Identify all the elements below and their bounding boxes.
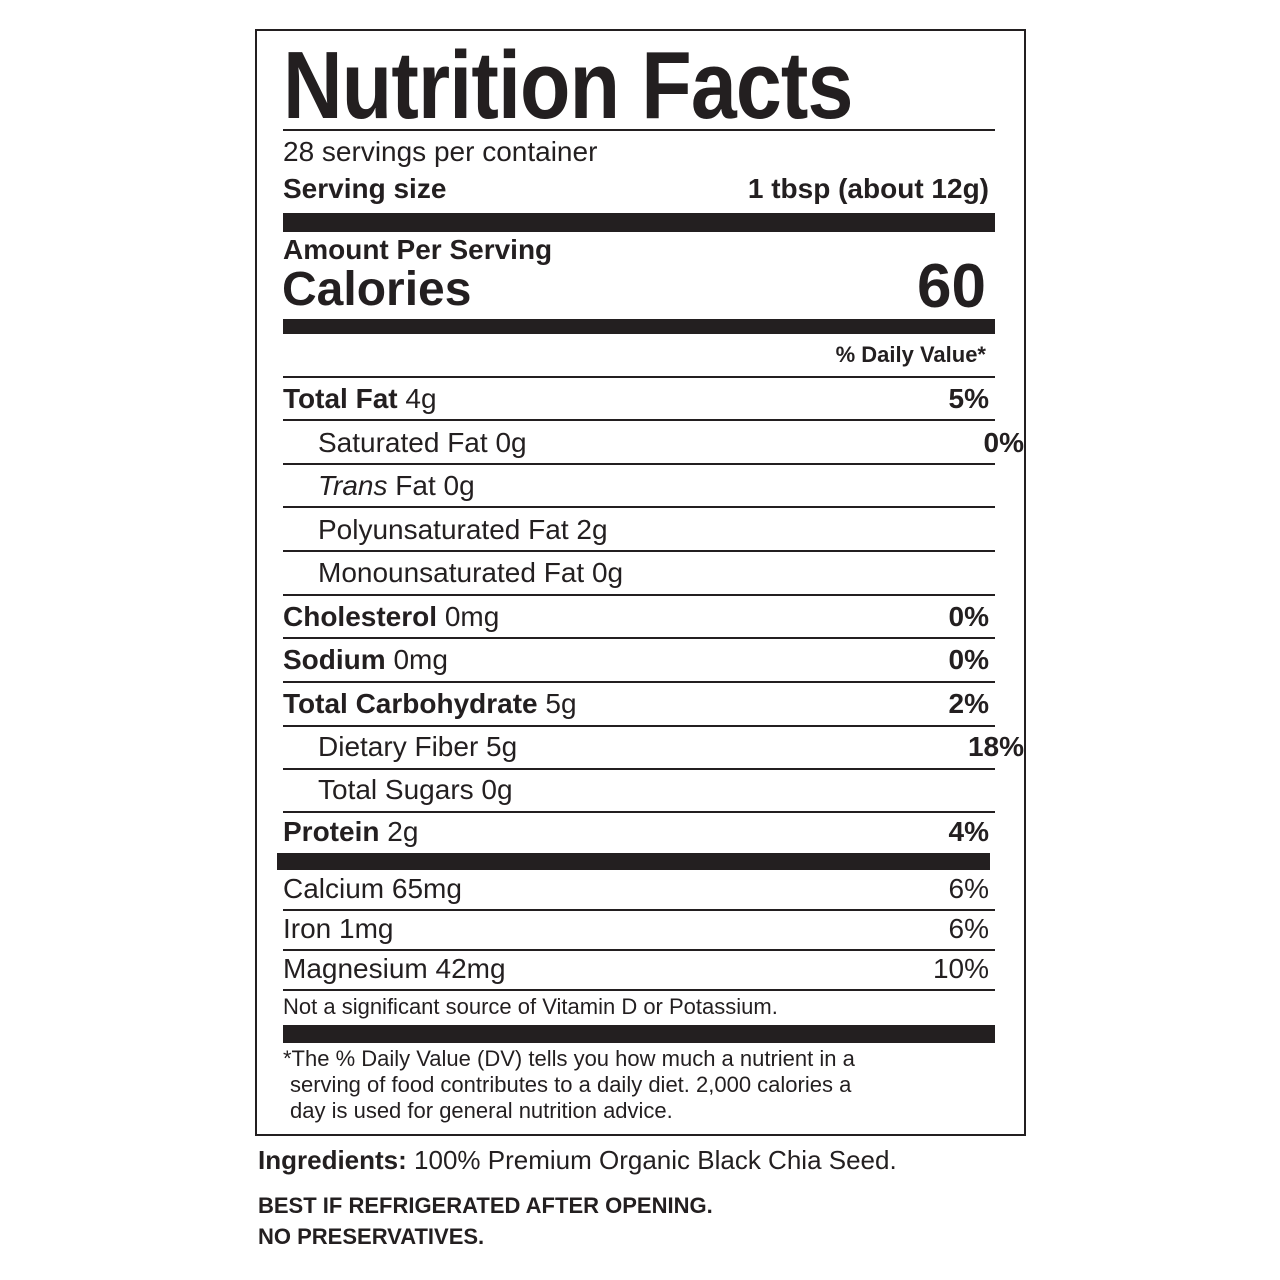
nutrient-row-trans-fat: Trans Fat 0g xyxy=(283,469,1024,503)
serving-size-label: Serving size xyxy=(283,173,447,204)
nutrient-dv: 18% xyxy=(967,731,1024,762)
divider xyxy=(283,506,995,508)
mineral-row-calcium: Calcium 65mg 6% xyxy=(283,872,989,906)
calories-label: Calories xyxy=(282,263,472,316)
divider xyxy=(283,768,995,770)
divider xyxy=(283,681,995,683)
ingredients-label: Ingredients: xyxy=(258,1145,407,1175)
nutrient-amount: 0g xyxy=(443,470,475,501)
nutrient-amount: 0mg xyxy=(444,601,500,632)
nutrient-name: Total Carbohydrate xyxy=(283,688,538,719)
nutrition-label-box xyxy=(255,29,1026,1136)
preservatives-note: NO PRESERVATIVES. xyxy=(258,1224,485,1249)
nutrient-row-total-sugars: Total Sugars 0g xyxy=(283,773,1024,807)
nutrient-name-italic: Trans xyxy=(318,470,388,501)
mineral-dv: 6% xyxy=(948,913,989,944)
nutrient-name: Total Sugars xyxy=(318,774,474,805)
nutrient-name: Dietary Fiber xyxy=(318,731,479,762)
nutrient-name: Monounsaturated Fat xyxy=(318,557,585,588)
thick-divider xyxy=(277,853,990,870)
divider xyxy=(283,989,995,991)
nutrient-name: Cholesterol xyxy=(283,601,438,632)
mineral-dv: 10% xyxy=(932,953,989,984)
thick-divider xyxy=(283,319,995,334)
mineral-row-iron: Iron 1mg 6% xyxy=(283,912,989,946)
nutrient-name: Total Fat xyxy=(283,383,398,414)
divider xyxy=(283,909,995,911)
amount-per-serving: Amount Per Serving xyxy=(283,234,553,265)
nutrient-amount: 0g xyxy=(591,557,624,588)
ingredients: Ingredients: 100% Premium Organic Black … xyxy=(258,1144,897,1176)
nutrient-dv: 0% xyxy=(948,644,989,675)
storage-note: BEST IF REFRIGERATED AFTER OPENING. xyxy=(258,1193,713,1218)
calories-value: 60 xyxy=(917,252,986,321)
nutrient-name: Protein xyxy=(283,816,380,847)
nutrient-row-cholesterol: Cholesterol 0mg 0% xyxy=(283,600,989,634)
nutrient-amount: 2g xyxy=(576,514,608,545)
nutrient-row-sodium: Sodium 0mg 0% xyxy=(283,643,989,677)
nutrient-dv: 5% xyxy=(948,383,989,414)
nutrient-row-total-carbohydrate: Total Carbohydrate 5g 2% xyxy=(283,687,989,721)
divider xyxy=(283,550,995,552)
mineral-name: Calcium 65mg xyxy=(283,873,462,904)
not-significant-note: Not a significant source of Vitamin D or… xyxy=(283,994,778,1019)
serving-size-value: 1 tbsp (about 12g) xyxy=(747,173,989,204)
footnote-line-3: day is used for general nutrition advice… xyxy=(290,1098,673,1123)
nutrient-amount: 2g xyxy=(387,816,419,847)
nutrient-name: Fat xyxy=(395,470,436,501)
nutrient-dv: 0% xyxy=(983,427,1024,458)
nutrient-name: Saturated Fat xyxy=(318,427,488,458)
nutrient-amount: 0g xyxy=(495,427,527,458)
nutrient-dv: 0% xyxy=(948,601,989,632)
nutrient-row-total-fat: Total Fat 4g 5% xyxy=(283,382,989,416)
divider xyxy=(283,129,995,131)
divider xyxy=(283,594,995,596)
mineral-row-magnesium: Magnesium 42mg 10% xyxy=(283,952,989,986)
nutrient-amount: 4g xyxy=(405,383,437,414)
divider xyxy=(283,463,995,465)
ingredients-text: 100% Premium Organic Black Chia Seed. xyxy=(414,1145,897,1175)
nutrient-row-protein: Protein 2g 4% xyxy=(283,815,989,849)
nutrient-row-polyunsaturated-fat: Polyunsaturated Fat 2g xyxy=(283,513,1024,547)
nutrient-name: Sodium xyxy=(283,644,386,675)
nutrient-dv: 4% xyxy=(948,816,989,847)
divider xyxy=(283,376,995,378)
divider xyxy=(283,637,995,639)
divider xyxy=(283,949,995,951)
servings-per-container: 28 servings per container xyxy=(283,136,598,167)
nutrient-row-dietary-fiber: Dietary Fiber 5g 18% xyxy=(283,730,1024,764)
label-title: Nutrition Facts xyxy=(283,32,853,139)
divider xyxy=(283,811,995,813)
mineral-name: Magnesium 42mg xyxy=(283,953,506,984)
nutrient-amount: 5g xyxy=(486,731,518,762)
nutrient-amount: 5g xyxy=(545,688,577,719)
nutrient-amount: 0g xyxy=(481,774,513,805)
divider xyxy=(283,725,995,727)
nutrient-row-monounsaturated-fat: Monounsaturated Fat 0g xyxy=(283,556,1024,590)
footnote-line-1: *The % Daily Value (DV) tells you how mu… xyxy=(283,1046,855,1071)
nutrient-amount: 0mg xyxy=(393,644,448,675)
nutrient-row-saturated-fat: Saturated Fat 0g 0% xyxy=(283,426,1024,460)
mineral-name: Iron 1mg xyxy=(283,913,394,944)
daily-value-header: % Daily Value* xyxy=(835,342,986,367)
nutrient-dv: 2% xyxy=(948,688,989,719)
nutrient-name: Polyunsaturated Fat xyxy=(318,514,569,545)
mineral-dv: 6% xyxy=(948,873,989,904)
divider xyxy=(283,419,995,421)
serving-size-row: Serving size 1 tbsp (about 12g) xyxy=(283,172,989,206)
thick-divider xyxy=(283,1025,995,1043)
thick-divider xyxy=(283,213,995,232)
footnote-line-2: serving of food contributes to a daily d… xyxy=(290,1072,852,1097)
